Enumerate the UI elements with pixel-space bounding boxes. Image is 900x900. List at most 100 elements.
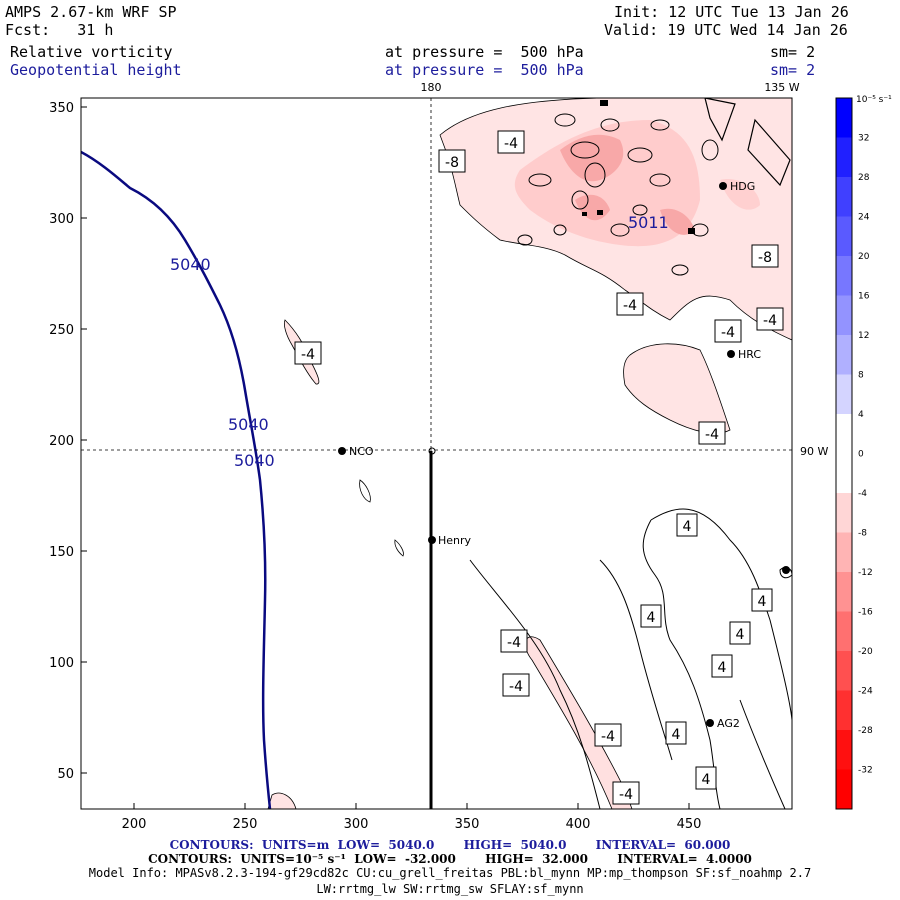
colorbar-swatch bbox=[836, 532, 852, 573]
x-tick-label: 250 bbox=[233, 817, 258, 832]
colorbar-swatch bbox=[836, 256, 852, 296]
field2-smoothing: sm= 2 bbox=[770, 61, 816, 79]
colorbar-swatch bbox=[836, 414, 852, 454]
y-tick-label: 50 bbox=[57, 767, 74, 782]
y-tick-label: 250 bbox=[49, 323, 74, 338]
vorticity-labels: -4 -8 -4 -8 -4 -4 -4 -4 -4 -4 -4 -4 4 4 … bbox=[294, 130, 784, 805]
colorbar-label: -20 bbox=[858, 647, 873, 657]
vort-label-box: -4 bbox=[616, 292, 644, 316]
meridian-label-90w: 90 W bbox=[800, 445, 828, 458]
colorbar-swatch bbox=[836, 611, 852, 652]
vorticity-shading bbox=[267, 98, 792, 809]
colorbar-swatch bbox=[836, 335, 852, 375]
colorbar-swatch bbox=[836, 769, 852, 810]
y-axis: 350 300 250 200 150 100 50 bbox=[49, 101, 87, 782]
y-tick-label: 350 bbox=[49, 101, 74, 116]
height-label: 5040 bbox=[170, 255, 211, 274]
colorbar-label: 32 bbox=[858, 134, 869, 144]
colorbar-swatch bbox=[836, 690, 852, 731]
vort-label-box: 4 bbox=[695, 766, 717, 790]
y-tick-label: 150 bbox=[49, 545, 74, 560]
stations: NCO Henry HDG HRC AG2 bbox=[338, 180, 790, 730]
meridian-label-180: 180 bbox=[421, 81, 442, 94]
x-tick-label: 400 bbox=[566, 817, 591, 832]
svg-text:4: 4 bbox=[758, 594, 767, 610]
colorbar-swatch bbox=[836, 98, 852, 138]
field2-name: Geopotential height bbox=[10, 61, 182, 79]
colorbar-label: -12 bbox=[858, 568, 873, 578]
height-label: 5011 bbox=[628, 213, 669, 232]
colorbar-label: -28 bbox=[858, 726, 873, 736]
colorbar: 32 28 24 20 16 12 8 4 0 -4 -8 -12 -16 -20 -24 -28 -32 bbox=[835, 97, 873, 810]
colorbar-label: -24 bbox=[858, 687, 873, 697]
svg-text:-4: -4 bbox=[504, 136, 518, 152]
colorbar-label: 16 bbox=[858, 292, 870, 302]
colorbar-label: 24 bbox=[858, 213, 870, 223]
svg-text:-4: -4 bbox=[509, 679, 523, 695]
svg-text:4: 4 bbox=[702, 772, 711, 788]
svg-text:4: 4 bbox=[683, 519, 692, 535]
svg-text:-4: -4 bbox=[301, 347, 315, 363]
height-contour-5040 bbox=[81, 150, 272, 809]
colorbar-swatch bbox=[836, 216, 852, 257]
svg-text:-4: -4 bbox=[705, 427, 719, 443]
colorbar-label: -32 bbox=[858, 766, 873, 776]
vort-label-box: -4 bbox=[502, 673, 530, 697]
colorbar-swatch bbox=[836, 651, 852, 691]
svg-text:4: 4 bbox=[718, 660, 727, 676]
colorbar-swatch bbox=[836, 295, 852, 336]
vort-label-box: -4 bbox=[714, 319, 742, 343]
vorticity-contour-info: CONTOURS: UNITS=10⁻⁵ s⁻¹ LOW= -32.000 HI… bbox=[148, 852, 752, 866]
svg-text:-4: -4 bbox=[619, 787, 633, 803]
colorbar-swatch bbox=[836, 572, 852, 612]
colorbar-swatch bbox=[836, 730, 852, 770]
vort-label-box: -4 bbox=[294, 341, 322, 365]
field1-name: Relative vorticity bbox=[10, 43, 173, 61]
vort-label-box: -4 bbox=[698, 421, 726, 445]
colorbar-label: 12 bbox=[858, 331, 869, 341]
colorbar-label: -8 bbox=[858, 529, 867, 539]
station-label: HDG bbox=[730, 180, 755, 193]
svg-text:-8: -8 bbox=[758, 250, 772, 266]
init-time: Init: 12 UTC Tue 13 Jan 26 bbox=[614, 3, 849, 21]
field2-level: at pressure = 500 hPa bbox=[385, 61, 584, 79]
colorbar-label: -4 bbox=[858, 489, 867, 499]
svg-text:-4: -4 bbox=[763, 313, 777, 329]
colorbar-label: 4 bbox=[858, 410, 864, 420]
svg-text:-4: -4 bbox=[507, 635, 521, 651]
vort-label-box: -4 bbox=[497, 130, 525, 154]
height-label: 5040 bbox=[228, 415, 269, 434]
vort-label-box: 4 bbox=[729, 621, 751, 645]
y-tick-label: 300 bbox=[49, 212, 74, 227]
vort-label-box: -4 bbox=[612, 781, 640, 805]
model-title: AMPS 2.67-km WRF SP bbox=[5, 3, 177, 21]
x-axis: 200 250 300 350 400 450 bbox=[122, 803, 701, 832]
colorbar-label: 8 bbox=[858, 371, 864, 381]
vort-label-box: 4 bbox=[751, 588, 773, 612]
x-tick-label: 350 bbox=[455, 817, 480, 832]
station-label: AG2 bbox=[717, 717, 740, 730]
vort-label-box: 4 bbox=[676, 513, 698, 537]
colorbar-label: -16 bbox=[858, 608, 873, 618]
vort-label-box: 4 bbox=[665, 721, 687, 745]
vort-label-box: -4 bbox=[500, 629, 528, 653]
colorbar-label: 0 bbox=[858, 450, 864, 460]
svg-text:4: 4 bbox=[672, 727, 681, 743]
svg-text:-4: -4 bbox=[623, 298, 637, 314]
colorbar-swatch bbox=[836, 374, 852, 415]
station-label: Henry bbox=[438, 534, 472, 547]
svg-text:4: 4 bbox=[647, 610, 656, 626]
colorbar-label: 28 bbox=[858, 173, 870, 183]
svg-text:-4: -4 bbox=[721, 325, 735, 341]
height-contour-info: CONTOURS: UNITS=m LOW= 5040.0 HIGH= 5040… bbox=[169, 838, 731, 852]
x-tick-label: 300 bbox=[344, 817, 369, 832]
colorbar-swatch bbox=[836, 453, 852, 494]
station-label: HRC bbox=[738, 348, 761, 361]
colorbar-swatch bbox=[836, 177, 852, 217]
colorbar-unit: 10⁻⁵ s⁻¹ bbox=[856, 95, 892, 105]
vort-label-box: 4 bbox=[640, 604, 662, 628]
field1-smoothing: sm= 2 bbox=[770, 43, 816, 61]
height-label: 5040 bbox=[234, 451, 275, 470]
forecast-hour: Fcst: 31 h bbox=[5, 21, 114, 39]
